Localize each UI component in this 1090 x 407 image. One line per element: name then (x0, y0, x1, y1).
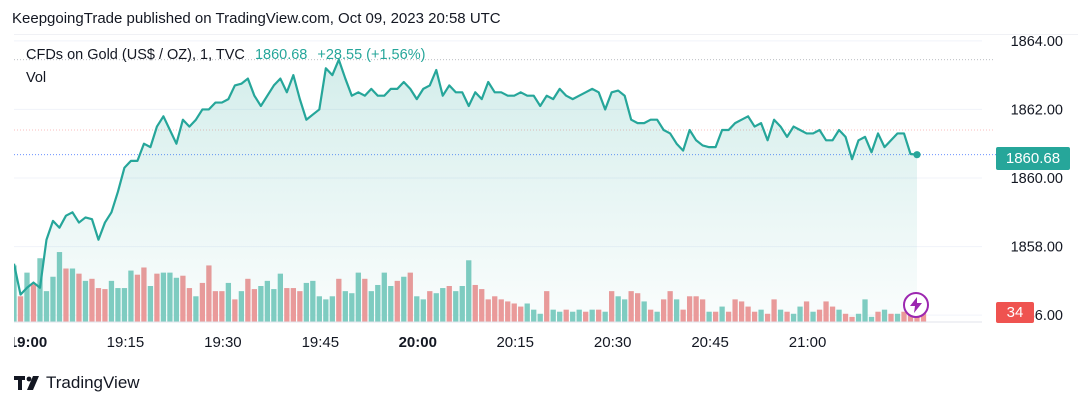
lightning-bolt-icon[interactable] (903, 292, 929, 318)
tradingview-logo-icon (14, 376, 39, 390)
x-axis: 19:00 19:15 19:30 19:45 20:00 20:15 20:30 20:45… (9, 334, 827, 351)
y-tick-label: 1860.00 (1011, 171, 1063, 187)
last-price-tag: 1860.68 (996, 147, 1070, 170)
x-tick-label: 20:45 (691, 334, 729, 351)
y-tick-label: 1862.00 (1011, 102, 1063, 118)
publish-header: KeepgoingTrade published on TradingView.… (12, 10, 501, 27)
volume-tag: 34 (996, 302, 1034, 323)
price-area (14, 59, 917, 323)
x-tick-label: 19:45 (302, 334, 340, 351)
y-tick-label: 1864.00 (1011, 34, 1063, 50)
legend-price: 1860.68 (254, 47, 308, 63)
last-price-dot (913, 151, 921, 159)
reference-lines (14, 59, 996, 156)
x-tick-label: 20:15 (496, 334, 534, 351)
tradingview-footer[interactable]: TradingView (14, 373, 140, 393)
x-tick-label: 19:15 (107, 334, 145, 351)
x-tick-label: 20:00 (399, 334, 437, 351)
y-tick-label: 1858.00 (1011, 240, 1063, 256)
x-tick-label: 19:00 (14, 334, 47, 351)
lightning-bolt-glyph (910, 297, 922, 313)
volume-legend: Vol (26, 70, 47, 86)
volume-bar (920, 309, 927, 322)
x-tick-label: 21:00 (789, 334, 827, 351)
x-tick-label: 19:30 (204, 334, 242, 351)
chart-legend: CFDs on Gold (US$ / OZ), 1, TVC 1860.68 … (26, 47, 425, 63)
tradingview-brand: TradingView (46, 373, 140, 392)
legend-change: +28.55 (+1.56%) (317, 47, 426, 63)
symbol-label: CFDs on Gold (US$ / OZ), 1, TVC (26, 47, 245, 63)
price-line (12, 58, 918, 296)
x-tick-label: 20:30 (594, 334, 632, 351)
